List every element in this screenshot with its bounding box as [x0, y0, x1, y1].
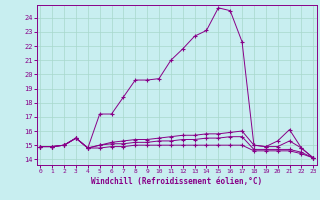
X-axis label: Windchill (Refroidissement éolien,°C): Windchill (Refroidissement éolien,°C) — [91, 177, 262, 186]
